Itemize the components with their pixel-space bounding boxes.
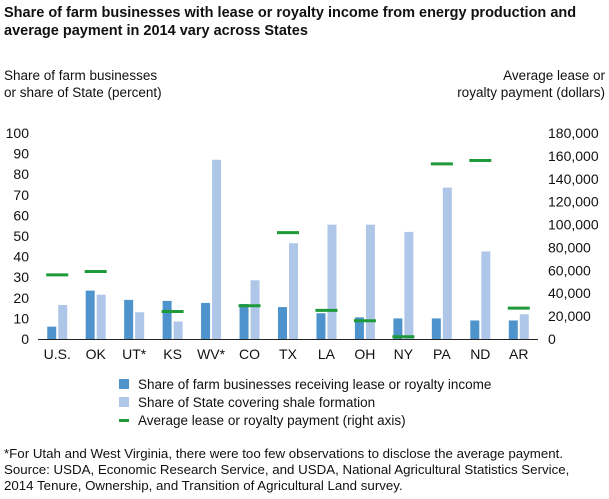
left-tick-label: 60 [13,207,29,223]
right-tick-label: 20,000 [548,308,591,324]
bar-shale-share [135,312,145,339]
legend-label-avg-payment: Average lease or royalty payment (right … [138,412,406,428]
bar-shale-share [327,224,337,339]
bar-farm-share [85,290,95,339]
left-tick-label: 80 [13,166,29,182]
x-tick-label: UT* [122,346,147,362]
right-axis-title-line-2: royalty payment (dollars) [457,85,605,100]
bar-shale-share [519,314,529,339]
x-tick-label: CO [239,346,260,362]
right-tick-label: 0 [548,331,556,347]
right-axis-title-line-1: Average lease or [503,68,605,83]
left-axis-title-line-1: Share of farm businesses [4,68,158,83]
legend-item-shale-share: Share of State covering shale formation [119,393,491,411]
bar-farm-share [239,303,249,339]
left-tick-label: 100 [6,125,30,141]
bar-chart: 0 10 20 30 40 50 60 70 80 90 100 0 20,000 40,000 60,00… [6,125,599,362]
right-tick-label: 140,000 [548,171,599,187]
x-tick-label: KS [163,346,182,362]
right-tick-label: 180,000 [548,125,599,141]
legend-item-farm-share: Share of farm businesses receiving lease… [119,375,491,393]
chart-legend: Share of farm businesses receiving lease… [119,375,491,429]
bar-farm-share [278,307,287,339]
x-tick-label: ND [470,346,490,362]
right-tick-label: 40,000 [548,285,591,301]
left-tick-label: 0 [21,331,29,347]
x-tick-label: WV* [197,346,226,362]
footnote-line-2: Source: USDA, Economic Research Service,… [4,462,570,477]
right-tick-label: 100,000 [548,217,599,233]
bar-shale-share [365,224,375,339]
bar-farm-share [393,318,403,339]
x-tick-label: AR [509,346,528,362]
bar-shale-share [96,294,106,339]
right-tick-label: 60,000 [548,262,591,278]
x-tick-label: NY [394,346,414,362]
bar-shale-share [212,159,222,339]
x-tick-label: OH [354,346,375,362]
bar-shale-share [289,243,298,339]
x-tick-label: U.S. [44,346,71,362]
x-tick-label: OK [86,346,107,362]
left-tick-label: 30 [13,269,29,285]
right-axis-title: Average lease or royalty payment (dollar… [457,67,605,101]
legend-swatch-avg-payment [119,418,129,422]
bar-farm-share [316,313,326,339]
bar-shale-share [442,187,452,339]
chart-title: Share of farm businesses with lease or r… [4,4,604,40]
bar-farm-share [201,302,211,339]
bar-farm-share [431,318,441,339]
legend-label-farm-share: Share of farm businesses receiving lease… [138,376,492,392]
legend-label-shale-share: Share of State covering shale formation [138,394,376,410]
x-tick-label: PA [433,346,451,362]
right-tick-label: 160,000 [548,148,599,164]
legend-item-avg-payment: Average lease or royalty payment (right … [119,411,491,429]
left-axis-title-line-2: or share of State (percent) [4,85,162,100]
right-tick-label: 80,000 [548,239,591,255]
bar-farm-share [124,299,134,339]
x-tick-label: LA [318,346,336,362]
left-axis-title: Share of farm businesses or share of Sta… [4,67,162,101]
footnote-line-3: 2014 Tenure, Ownership, and Transition o… [4,478,403,493]
bar-shale-share [481,251,491,339]
bar-shale-share [404,231,414,339]
chart-title-line-2: average payment in 2014 vary across Stat… [4,23,308,39]
left-tick-label: 50 [13,228,29,244]
left-tick-label: 40 [13,249,29,265]
bar-farm-share [354,317,364,339]
bar-farm-share [470,320,480,339]
left-tick-label: 10 [13,310,29,326]
left-tick-label: 70 [13,187,29,203]
footnote-line-1: *For Utah and West Virginia, there were … [4,446,564,461]
bar-shale-share [173,321,183,339]
left-tick-label: 90 [13,146,29,162]
x-tick-label: TX [279,346,298,362]
chart-title-line-1: Share of farm businesses with lease or r… [4,5,577,21]
bar-shale-share [250,280,260,339]
bar-farm-share [47,326,57,339]
bar-farm-share [162,300,172,339]
legend-swatch-shale-share [119,397,129,407]
legend-swatch-farm-share [119,379,129,389]
footnote: *For Utah and West Virginia, there were … [4,446,608,494]
bar-shale-share [58,305,68,339]
left-tick-label: 20 [13,290,29,306]
right-tick-label: 120,000 [548,194,599,210]
bar-farm-share [508,320,518,339]
